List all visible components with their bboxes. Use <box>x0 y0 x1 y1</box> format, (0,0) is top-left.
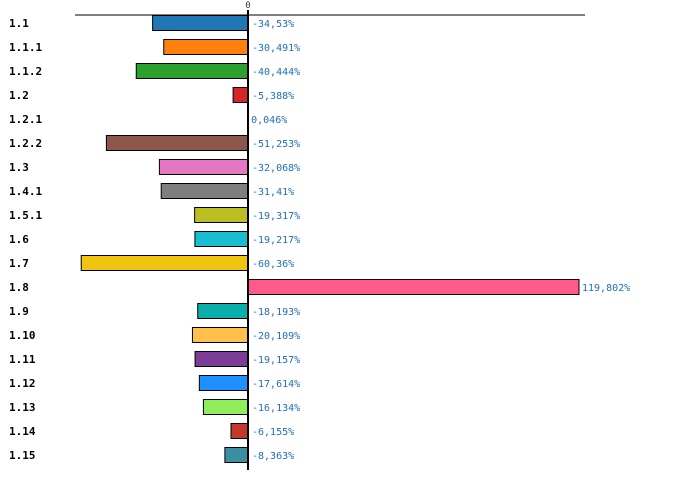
value-label: -40,444% <box>252 67 300 78</box>
bar <box>194 231 249 247</box>
bar <box>194 351 249 367</box>
value-label: -30,491% <box>252 43 300 54</box>
category-label: 1.1 <box>9 17 29 30</box>
value-label: -19,157% <box>252 355 300 366</box>
bar <box>152 15 249 31</box>
value-label: -60,36% <box>252 259 294 270</box>
bar <box>191 327 249 343</box>
zero-tick-label: 0 <box>245 1 250 11</box>
category-label: 1.1.1 <box>9 41 42 54</box>
category-label: 1.9 <box>9 305 29 318</box>
bar <box>194 207 249 223</box>
value-label: -34,53% <box>252 19 294 30</box>
category-label: 1.12 <box>9 377 36 390</box>
bar <box>135 63 249 79</box>
value-label: 119,802% <box>582 283 630 294</box>
bar <box>198 375 249 391</box>
category-label: 1.2.1 <box>9 113 42 126</box>
category-label: 1.11 <box>9 353 36 366</box>
category-label: 1.4.1 <box>9 185 42 198</box>
value-label: -18,193% <box>252 307 300 318</box>
bar <box>160 183 249 199</box>
bar <box>224 447 249 463</box>
category-label: 1.13 <box>9 401 36 414</box>
category-label: 1.14 <box>9 425 36 438</box>
category-label: 1.2.2 <box>9 137 42 150</box>
bars-group: 1.1 -34,53% 1.1.1 -30,491% 1.1.2 -40,444% 1.2 -… <box>9 15 630 463</box>
bar <box>80 255 249 271</box>
bar <box>230 423 249 439</box>
bar <box>197 303 249 319</box>
category-label: 1.8 <box>9 281 29 294</box>
category-label: 1.15 <box>9 449 36 462</box>
value-label: -8,363% <box>252 451 294 462</box>
value-label: -32,068% <box>252 163 300 174</box>
category-label: 1.3 <box>9 161 29 174</box>
category-label: 1.6 <box>9 233 29 246</box>
value-label: -17,614% <box>252 379 300 390</box>
value-label: -6,155% <box>252 427 294 438</box>
bar <box>232 87 249 103</box>
bar <box>105 135 249 151</box>
value-label: -16,134% <box>252 403 300 414</box>
value-label: -19,317% <box>252 211 300 222</box>
bar <box>163 39 249 55</box>
category-label: 1.1.2 <box>9 65 42 78</box>
value-label: -20,109% <box>252 331 300 342</box>
value-label: -31,41% <box>252 187 294 198</box>
value-label: -5,388% <box>252 91 294 102</box>
category-label: 1.2 <box>9 89 29 102</box>
bar <box>158 159 249 175</box>
bar <box>202 399 249 415</box>
category-label: 1.10 <box>9 329 36 342</box>
category-label: 1.5.1 <box>9 209 42 222</box>
value-label: -19,217% <box>252 235 300 246</box>
value-label: 0,046% <box>251 115 287 126</box>
bar <box>247 279 580 295</box>
category-label: 1.7 <box>9 257 29 270</box>
value-label: -51,253% <box>252 139 300 150</box>
